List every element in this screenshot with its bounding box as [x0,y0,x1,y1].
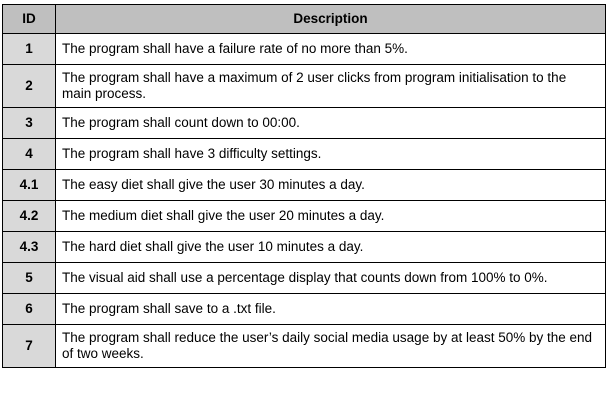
requirements-table: ID Description 1 The program shall have … [2,4,606,368]
table-row: 7 The program shall reduce the user’s da… [3,325,606,368]
requirement-id: 2 [3,65,56,108]
requirement-description: The hard diet shall give the user 10 min… [56,232,606,263]
table-header-row: ID Description [3,5,606,34]
requirement-id: 6 [3,294,56,325]
requirement-description: The visual aid shall use a percentage di… [56,263,606,294]
header-id: ID [3,5,56,34]
requirement-description: The program shall reduce the user’s dail… [56,325,606,368]
requirement-id: 7 [3,325,56,368]
requirement-id: 4.1 [3,170,56,201]
requirement-description: The program shall count down to 00:00. [56,108,606,139]
requirement-description: The medium diet shall give the user 20 m… [56,201,606,232]
table-row: 4 The program shall have 3 difficulty se… [3,139,606,170]
table-row: 3 The program shall count down to 00:00. [3,108,606,139]
requirement-description: The program shall save to a .txt file. [56,294,606,325]
table-row: 4.2 The medium diet shall give the user … [3,201,606,232]
requirement-id: 4.3 [3,232,56,263]
header-description: Description [56,5,606,34]
requirement-id: 4 [3,139,56,170]
table-row: 4.3 The hard diet shall give the user 10… [3,232,606,263]
table-row: 2 The program shall have a maximum of 2 … [3,65,606,108]
table-row: 5 The visual aid shall use a percentage … [3,263,606,294]
requirement-description: The easy diet shall give the user 30 min… [56,170,606,201]
requirement-description: The program shall have a failure rate of… [56,34,606,65]
requirement-id: 1 [3,34,56,65]
requirement-description: The program shall have 3 difficulty sett… [56,139,606,170]
table-row: 6 The program shall save to a .txt file. [3,294,606,325]
requirement-description: The program shall have a maximum of 2 us… [56,65,606,108]
requirement-id: 3 [3,108,56,139]
table-row: 1 The program shall have a failure rate … [3,34,606,65]
requirement-id: 4.2 [3,201,56,232]
requirement-id: 5 [3,263,56,294]
table-row: 4.1 The easy diet shall give the user 30… [3,170,606,201]
